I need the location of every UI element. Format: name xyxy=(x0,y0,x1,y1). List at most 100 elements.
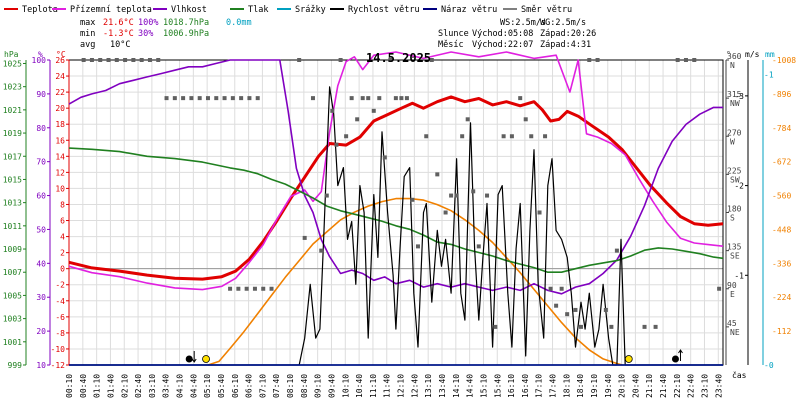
x-tick-label: 17:10 xyxy=(535,374,544,398)
y-tick-label-pressure_hpa: 1017 xyxy=(3,152,22,161)
wind-dir-point xyxy=(424,134,429,139)
wind-dir-point xyxy=(501,134,506,139)
chart-series xyxy=(68,51,724,366)
y-tick-label-humidity_pct: 80 xyxy=(36,124,46,133)
x-tick-label: 22:10 xyxy=(673,374,682,398)
chart-header: Teplota Přízemní teplota Vlhkost Tlak Srážky… xyxy=(4,5,775,380)
wind-dir-point xyxy=(465,117,470,122)
wind-ms-tick-label: -1 xyxy=(734,271,744,280)
radiation-tick-label: -448 xyxy=(772,225,791,234)
x-tick-label: 09:10 xyxy=(314,374,323,398)
wind-dir-point xyxy=(156,58,161,62)
radiation-tick-label: -672 xyxy=(772,158,791,167)
chart-axes: 00:10 00:40 01:10 01:40 02:10 02:40 03:10 03:40… xyxy=(3,52,797,398)
y-tick-label-temp_c: 12 xyxy=(55,168,65,177)
wind-dir-point xyxy=(717,286,722,291)
wind-dir-point xyxy=(228,286,233,291)
chart-title: 14.5.2025 xyxy=(366,51,431,65)
info-sun-label: Slunce xyxy=(438,29,469,39)
x-tick-label: 07:10 xyxy=(258,374,267,398)
wind-dir-point xyxy=(642,324,647,329)
x-tick-label: 23:40 xyxy=(714,374,723,398)
wind-dir-point xyxy=(302,235,307,240)
radiation-tick-label: -224 xyxy=(772,293,791,302)
moonrise-arrowhead-icon xyxy=(678,349,683,354)
axis-head-ms: m/s xyxy=(745,50,760,59)
wind-dir-point xyxy=(181,96,186,101)
wind-dir-point xyxy=(205,96,210,101)
stat-min-label: min xyxy=(80,29,95,39)
wind-ms-tick-label: -3 xyxy=(734,92,744,101)
x-tick-label: 18:40 xyxy=(576,374,585,398)
wind-dir-compass-label: N xyxy=(730,61,735,70)
y-tick-label-temp_c: -6 xyxy=(55,313,65,322)
stat-max-hum: 100% xyxy=(138,18,158,28)
y-tick-label-temp_c: 22 xyxy=(55,88,65,97)
y-tick-label-humidity_pct: 50 xyxy=(36,225,46,234)
wind-dir-point xyxy=(239,96,244,101)
stat-avg-temp: 10°C xyxy=(110,40,130,50)
axis-head-deg: ° xyxy=(726,50,731,59)
x-tick-label: 22:40 xyxy=(687,374,696,398)
wind-dir-point xyxy=(471,189,476,194)
wind-dir-point xyxy=(344,134,349,139)
wind-dir-point xyxy=(415,244,420,249)
x-tick-label: 18:10 xyxy=(562,374,571,398)
chart-grid xyxy=(68,59,723,366)
wind-dir-point xyxy=(543,134,548,139)
wind-dir-compass-label: NE xyxy=(730,328,740,337)
wind-dir-point xyxy=(147,58,152,62)
y-tick-label-temp_c: -4 xyxy=(55,297,65,306)
wind-dir-point xyxy=(518,96,523,101)
wind-dir-point xyxy=(393,96,398,101)
wind-dir-point xyxy=(493,324,498,329)
radiation-tick-label: -896 xyxy=(772,90,791,99)
wind-dir-point xyxy=(89,58,94,62)
chart-markers xyxy=(185,349,683,363)
wind-dir-point xyxy=(614,248,619,253)
moonset-icon xyxy=(185,355,193,363)
stat-max-label: max xyxy=(80,18,95,28)
wind-dir-deg-label: 180 xyxy=(727,205,742,214)
series-line-1 xyxy=(68,51,724,291)
y-tick-label-humidity_pct: 70 xyxy=(36,158,46,167)
wind-dir-point xyxy=(297,58,302,62)
wind-dir-point xyxy=(172,96,177,101)
y-tick-label-humidity_pct: 10 xyxy=(36,361,46,370)
x-tick-label: 12:10 xyxy=(397,374,406,398)
series-line-8 xyxy=(207,197,623,366)
wind-dir-point xyxy=(410,197,415,202)
x-tick-label: 13:10 xyxy=(424,374,433,398)
wind-dir-point xyxy=(653,324,658,329)
wind-dir-point xyxy=(443,210,448,215)
wind-dir-point xyxy=(537,210,542,215)
wind-dir-point xyxy=(114,58,119,62)
wind-dir-compass-label: W xyxy=(730,137,735,146)
wind-dir-point xyxy=(404,96,409,101)
wind-dir-point xyxy=(214,96,219,101)
wind-dir-point xyxy=(429,58,434,62)
y-tick-label-pressure_hpa: 1025 xyxy=(3,59,22,68)
y-tick-label-temp_c: 24 xyxy=(55,72,65,81)
wind-dir-point xyxy=(529,134,534,139)
wind-dir-deg-label: 270 xyxy=(727,128,742,137)
legend-label-6: Náraz větru xyxy=(441,5,497,15)
rain-tick-label: -1 xyxy=(764,71,774,80)
axis-head-pct: % xyxy=(38,50,43,59)
x-tick-label: 14:10 xyxy=(452,374,461,398)
y-tick-label-humidity_pct: 60 xyxy=(36,192,46,201)
wind-dir-point xyxy=(330,108,335,113)
y-tick-label-pressure_hpa: 1013 xyxy=(3,199,22,208)
x-tick-label: 06:40 xyxy=(245,374,254,398)
x-tick-label: 16:10 xyxy=(507,374,516,398)
wind-dir-compass-label: SE xyxy=(730,252,740,261)
wind-dir-point xyxy=(236,286,241,291)
x-tick-label: 10:10 xyxy=(341,374,350,398)
wind-dir-point xyxy=(261,286,266,291)
wind-dir-point xyxy=(131,58,136,62)
y-tick-label-temp_c: 2 xyxy=(60,249,65,258)
wind-dir-point xyxy=(310,96,315,101)
wind-dir-point xyxy=(244,286,249,291)
y-tick-label-temp_c: -8 xyxy=(55,329,65,338)
